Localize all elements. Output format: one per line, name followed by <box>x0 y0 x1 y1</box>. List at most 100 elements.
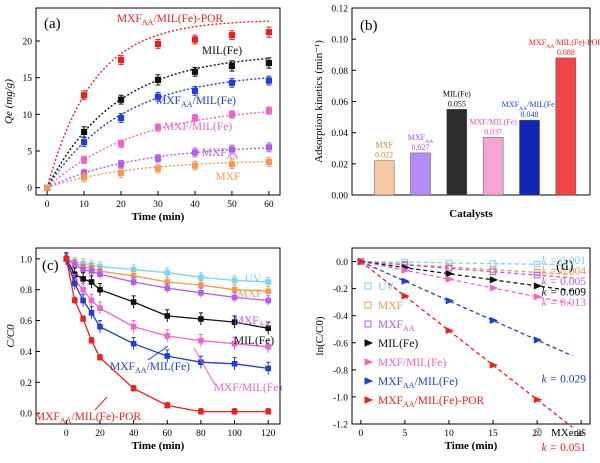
a-xtick-label: 10 <box>79 200 89 210</box>
d-point <box>489 284 499 292</box>
d-point <box>445 297 455 305</box>
d-legend-label-3: MIL(Fe) <box>378 338 418 350</box>
d-k-prefix: k = <box>542 276 561 288</box>
a-point <box>80 139 88 146</box>
c-point <box>130 340 137 347</box>
b-category-label-3: MXF/MIL(Fe) <box>469 117 517 126</box>
c-ylabel: C/C0 <box>5 324 17 348</box>
c-point <box>164 333 171 339</box>
c-point <box>80 297 86 304</box>
a-series-label-1-main: MIL(Fe) <box>202 45 242 57</box>
a-point <box>117 140 125 147</box>
a-point <box>43 184 51 191</box>
d-series-0: k = 0.001 <box>357 255 586 268</box>
d-point <box>533 396 543 404</box>
a-point <box>80 128 88 136</box>
c-point <box>265 279 272 285</box>
d-fit-line-0 <box>360 260 573 266</box>
b-category-label-1: MXFAA <box>408 133 433 145</box>
b-category-label-2: MIL(Fe) <box>443 89 471 98</box>
b-category-label-1-sub: AA <box>425 139 433 145</box>
d-k-prefix: k = <box>542 442 561 454</box>
d-point <box>489 276 499 284</box>
c-point <box>164 313 171 319</box>
b-category-label-4: MXFAA/MIL(Fe) <box>502 100 558 112</box>
d-point <box>533 336 543 344</box>
a-ytick-label: 15 <box>23 74 33 84</box>
b-category-label-0-main: MXF <box>375 141 393 150</box>
a-ytick-label: 20 <box>23 38 33 48</box>
c-point <box>231 360 238 367</box>
b-value-label-0: 0.022 <box>375 151 393 160</box>
c-annotation-3: MIL(Fe) <box>234 335 274 347</box>
a-point <box>154 40 162 48</box>
a-xtick-label: 50 <box>227 200 237 210</box>
b-ytick-label: 0.08 <box>331 67 348 77</box>
c-arrow-por <box>94 396 108 411</box>
c-ytick-label: 1.0 <box>20 255 32 265</box>
b-value-label-1: 0.027 <box>412 143 430 152</box>
c-point <box>164 353 171 359</box>
c-point <box>88 310 95 316</box>
a-fit-line-0 <box>46 20 269 188</box>
c-annotation-0: UV <box>245 273 262 285</box>
plot-frame-d <box>351 247 591 425</box>
a-series-label-2: MXFAA/MIL(Fe) <box>156 95 236 109</box>
a-point <box>80 174 88 181</box>
d-k-label-2: k = 0.005 <box>542 276 587 288</box>
c-point <box>231 277 238 284</box>
d-point <box>401 266 410 274</box>
a-point <box>265 158 273 166</box>
a-series-5: MXF <box>43 157 273 191</box>
c-arrow-mxfaa-mil <box>147 345 169 361</box>
c-annotation-6-rest: /MIL(Fe)-POR <box>71 411 141 423</box>
wechat-icon <box>534 428 542 436</box>
d-xtick-label: 15 <box>488 429 498 439</box>
d-legend-label-2: MXFAA <box>378 319 415 333</box>
a-point <box>265 107 273 114</box>
b-bar-1 <box>410 152 431 196</box>
c-panel-label: (c) <box>42 258 59 274</box>
c-annotation-5-rest: /MIL(Fe) <box>147 361 191 373</box>
c-point <box>164 402 171 409</box>
a-point <box>228 79 236 86</box>
d-k-label-5: k = 0.029 <box>542 374 587 386</box>
d-legend-marker-5 <box>364 377 374 385</box>
d-legend-marker-6 <box>364 396 374 404</box>
b-ytick-label: 0.02 <box>331 160 348 170</box>
a-xtick-label: 0 <box>45 200 50 210</box>
c-line-6 <box>65 258 269 413</box>
a-point <box>191 36 199 43</box>
a-point <box>191 149 199 156</box>
d-point <box>445 265 453 272</box>
c-xtick-label: 80 <box>196 429 206 439</box>
a-panel-label: (a) <box>44 16 61 32</box>
c-arrow-mxf-mil <box>193 347 216 386</box>
c-line-4 <box>65 258 269 348</box>
d-k-prefix: k = <box>542 297 561 309</box>
b-category-label-5-sub: AA <box>546 44 554 50</box>
a-ylabel: Qe (mg/g) <box>3 79 15 124</box>
c-point <box>265 344 272 350</box>
b-value-label-5: 0.088 <box>557 48 575 57</box>
d-legend-marker-2 <box>364 320 372 328</box>
d-legend-label-5-sub: AA <box>403 381 415 390</box>
a-xlabel: Time (min) <box>132 211 185 223</box>
b-value-label-2: 0.055 <box>448 99 466 108</box>
a-point <box>80 156 88 163</box>
a-xtick-label: 30 <box>153 200 163 210</box>
c-annotation-6-sub: AA <box>60 416 72 425</box>
b-category-label-3-main: MXF/MIL(Fe) <box>469 117 517 126</box>
a-series-label-2-main: MXF <box>156 95 181 107</box>
d-ytick-label: -0.4 <box>333 312 348 322</box>
d-watermark: MXene <box>551 427 584 439</box>
c-annotation-6-main: MXF <box>35 411 60 423</box>
d-xtick-label: 20 <box>532 429 542 439</box>
c-line-5 <box>65 258 269 370</box>
d-legend-label-3-main: MIL(Fe) <box>378 338 418 350</box>
a-point <box>154 155 162 162</box>
c-ytick-label: 0.2 <box>20 379 32 389</box>
d-k-label-6: k = 0.051 <box>542 442 587 454</box>
b-value-label-4: 0.048 <box>521 110 539 119</box>
d-k-value: 0.029 <box>560 374 586 386</box>
